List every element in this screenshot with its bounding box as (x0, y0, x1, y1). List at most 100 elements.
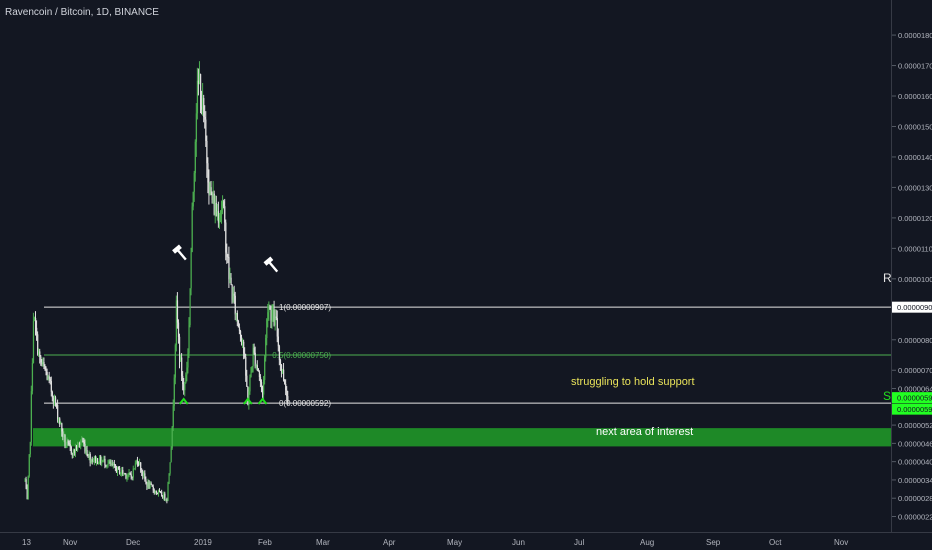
candle-body (215, 203, 217, 217)
candle-body (72, 449, 75, 456)
candle-body (213, 193, 215, 215)
candle-body (101, 460, 103, 464)
candle-body (161, 491, 163, 497)
hammer-head (172, 244, 182, 254)
x-tick-label: 13 (22, 538, 31, 547)
candle-body (210, 187, 212, 194)
candle-body (111, 463, 113, 466)
candle-body (272, 309, 274, 313)
candle-body (35, 318, 37, 328)
candle-body (248, 391, 250, 405)
candle-body (36, 327, 38, 335)
candle-body (180, 357, 182, 361)
candle-body (260, 382, 263, 387)
candle-body (100, 456, 102, 464)
candle-body (186, 367, 188, 375)
candle-body (175, 300, 178, 346)
candle-body (174, 345, 176, 378)
candle-body (172, 405, 174, 427)
candle-body (259, 377, 262, 383)
candle-body (48, 376, 50, 379)
candle-body (152, 486, 154, 491)
candle-body (66, 441, 68, 446)
candle-body (127, 475, 129, 477)
candle-body (285, 383, 287, 391)
candle-body (275, 316, 277, 319)
candle-body (74, 448, 77, 453)
candle-body (116, 466, 119, 473)
candle-body (38, 351, 40, 355)
candle-body (279, 360, 282, 365)
x-tick-label: May (447, 538, 462, 547)
candle-body (204, 117, 206, 120)
candle-body (170, 448, 172, 463)
bounce-caret-icon (257, 397, 268, 405)
candle-body (105, 465, 107, 467)
candle-body (249, 377, 251, 392)
candle-body (80, 442, 82, 445)
candle-body (217, 211, 220, 223)
candle-body (140, 462, 142, 471)
candle-body (226, 252, 228, 257)
candle-body (232, 293, 234, 300)
candle-body (151, 484, 153, 487)
level-layer: 1(0.00000907) 0.5(0.00000750) 0(0.00000592… (44, 303, 891, 408)
candle-body (92, 460, 95, 463)
x-tick-label: Feb (258, 538, 272, 547)
candle-body (231, 284, 233, 300)
candle-body (238, 327, 241, 331)
candle-body (209, 187, 211, 195)
candle-body (201, 106, 203, 110)
candle-body (155, 490, 158, 493)
marker-layer (172, 244, 279, 405)
candle-body (49, 378, 51, 382)
candle-body (255, 365, 257, 367)
candle-body (71, 453, 73, 456)
candle-body (218, 217, 221, 223)
candle-body (197, 80, 200, 84)
x-tick-label: Aug (640, 538, 654, 547)
candle-body (107, 463, 109, 466)
candle-body (87, 454, 89, 458)
candle-body (147, 482, 149, 487)
x-tick-label: Jul (574, 538, 584, 547)
candle-body (47, 376, 49, 380)
candle-body (118, 466, 120, 469)
candle-body (133, 468, 136, 470)
candle-body (150, 483, 152, 485)
candle-body (93, 456, 96, 461)
candle-body (262, 386, 264, 395)
x-tick-label: Nov (834, 538, 848, 547)
candle-body (246, 375, 248, 387)
candle-body (189, 288, 191, 326)
candle-body (75, 448, 78, 451)
resistance-label: R (883, 271, 892, 285)
candle-body (250, 371, 252, 378)
candle-body (198, 74, 201, 84)
candle-body (274, 316, 276, 326)
candle-body (278, 346, 281, 361)
candle-body (181, 357, 183, 376)
candle-body (103, 458, 105, 461)
candle-body (159, 491, 161, 493)
candle-body (223, 201, 225, 207)
bounce-caret-icon (243, 397, 253, 405)
x-tick-label: Mar (316, 538, 330, 547)
candle-body (110, 463, 112, 465)
candle-body (97, 458, 99, 465)
candle-body (114, 464, 117, 469)
candle-body (284, 379, 286, 384)
candle-body (98, 463, 100, 465)
candle-body (122, 470, 124, 474)
candle-body (69, 444, 71, 447)
candle-body (106, 465, 108, 467)
candle-body (235, 312, 237, 315)
candle-body (84, 443, 86, 452)
